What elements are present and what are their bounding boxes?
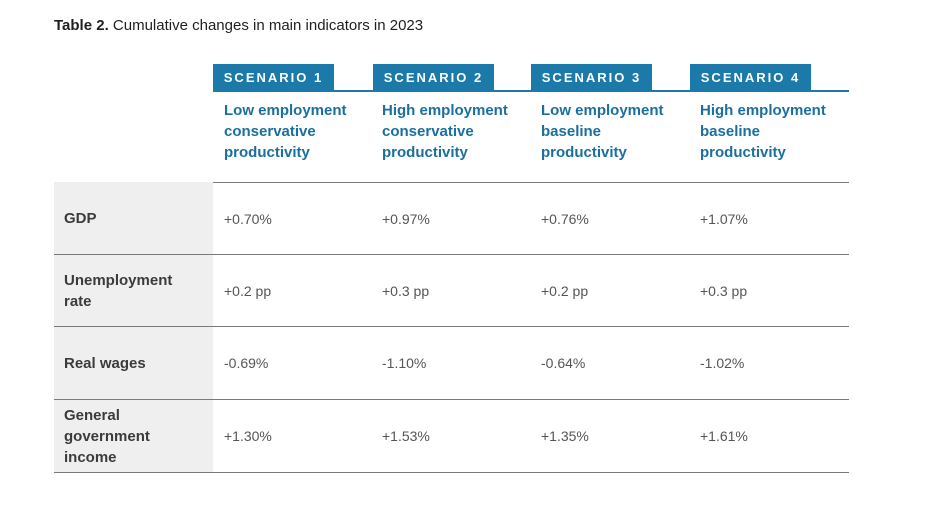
scenario-tab-1: SCENARIO 1 xyxy=(213,64,334,91)
scenario-description-3: Low employment baseline productivity xyxy=(541,100,696,163)
row-label-general-government-income: General government income xyxy=(64,406,150,466)
table-title: Cumulative changes in main indicators in… xyxy=(108,17,424,34)
scenario-tab-2: SCENARIO 2 xyxy=(373,64,494,91)
scenario-desc-line: conservative xyxy=(382,123,474,140)
row-label-gdp: GDP xyxy=(64,210,97,227)
table-rule xyxy=(213,182,849,183)
scenario-description-1: Low employment conservative productivity xyxy=(224,100,379,163)
table-cell: +0.76% xyxy=(541,210,589,227)
scenario-desc-line: High employment xyxy=(700,102,826,119)
scenario-desc-line: baseline xyxy=(700,123,761,140)
row-label-real-wages: Real wages xyxy=(64,354,146,372)
scenario-desc-line: productivity xyxy=(224,144,310,161)
table-number: Table 2. xyxy=(54,17,109,34)
scenario-desc-line: High employment xyxy=(382,102,508,119)
table-rule xyxy=(54,326,849,327)
table-rule xyxy=(54,472,849,473)
scenario-tab-4: SCENARIO 4 xyxy=(690,64,811,91)
scenario-description-2: High employment conservative productivit… xyxy=(382,100,537,163)
table-cell: +1.30% xyxy=(224,428,272,444)
table-cell: +1.07% xyxy=(700,210,748,227)
table-caption: Table 2. Cumulative changes in main indi… xyxy=(54,17,423,34)
table-cell: +0.70% xyxy=(224,210,272,227)
scenario-desc-line: baseline xyxy=(541,123,602,140)
table-cell: -1.02% xyxy=(700,355,745,371)
table-cell: +1.35% xyxy=(541,428,589,444)
scenario-header-rule xyxy=(213,90,849,92)
table-rule xyxy=(54,254,849,255)
table-cell: +0.2 pp xyxy=(541,282,589,299)
table-cell: +1.61% xyxy=(700,428,748,444)
table-cell: +0.3 pp xyxy=(700,282,748,299)
table-cell: +1.53% xyxy=(382,428,430,444)
scenario-desc-line: productivity xyxy=(700,144,786,161)
scenario-desc-line: productivity xyxy=(541,144,627,161)
table-cell: +0.2 pp xyxy=(224,282,272,299)
scenario-tab-3: SCENARIO 3 xyxy=(531,64,652,91)
scenario-desc-line: Low employment xyxy=(541,102,664,119)
table-cell: +0.3 pp xyxy=(382,282,430,299)
table-cell: +0.97% xyxy=(382,210,430,227)
table-rule xyxy=(54,399,849,400)
scenario-description-4: High employment baseline productivity xyxy=(700,100,855,163)
table-cell: -1.10% xyxy=(382,355,427,371)
row-label-column xyxy=(54,182,213,472)
table-cell: -0.64% xyxy=(541,355,586,371)
scenario-desc-line: Low employment xyxy=(224,102,347,119)
scenario-desc-line: conservative xyxy=(224,123,316,140)
table-cell: -0.69% xyxy=(224,355,269,371)
row-label-unemployment-rate: Unemployment rate xyxy=(64,271,173,310)
scenario-desc-line: productivity xyxy=(382,144,468,161)
